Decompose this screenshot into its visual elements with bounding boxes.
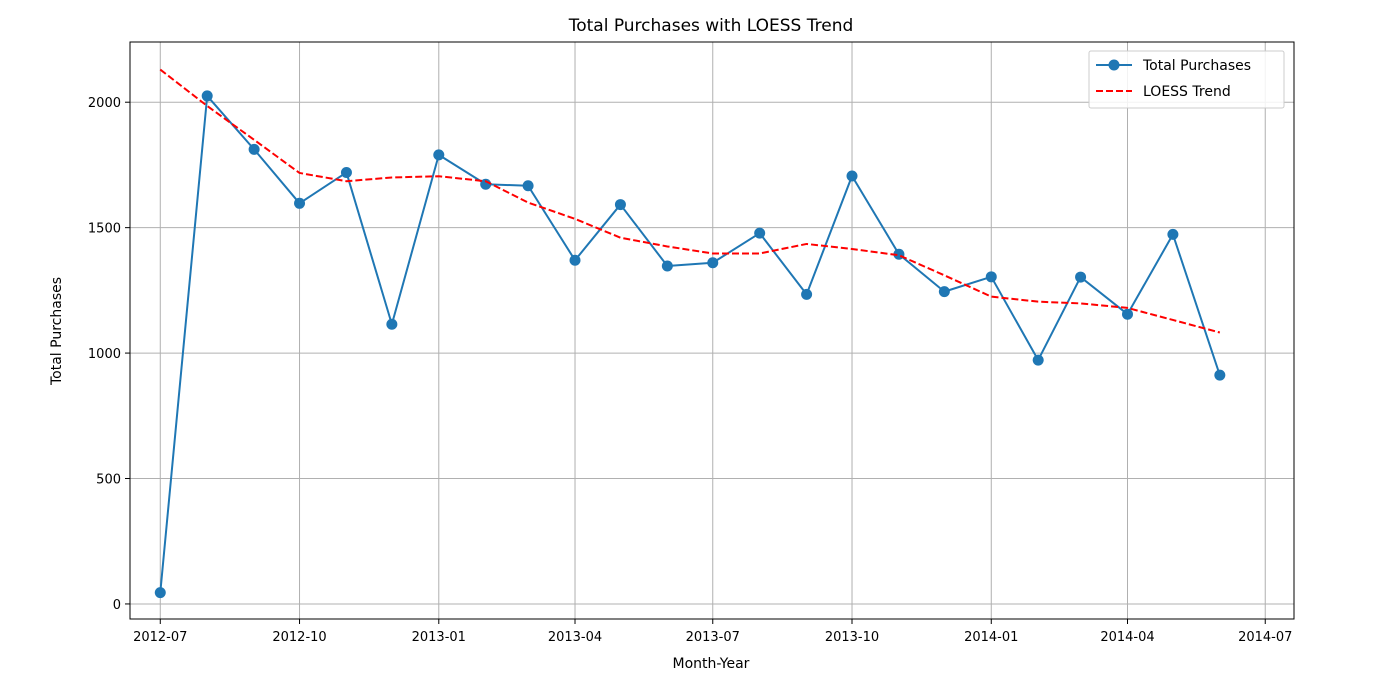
data-point-total-purchases — [1214, 369, 1226, 381]
data-point-total-purchases — [294, 197, 306, 209]
y-tick-label: 500 — [96, 473, 121, 488]
data-point-total-purchases — [201, 90, 213, 102]
data-point-total-purchases — [1167, 228, 1179, 240]
legend-label-loess-trend: LOESS Trend — [1143, 84, 1231, 100]
x-tick-label: 2013-07 — [686, 630, 740, 645]
data-point-total-purchases — [985, 271, 997, 283]
x-tick-label: 2013-01 — [412, 630, 466, 645]
x-tick-label: 2014-04 — [1100, 630, 1154, 645]
x-tick-label: 2012-10 — [272, 630, 326, 645]
x-axis-label: Month-Year — [673, 656, 750, 672]
data-point-total-purchases — [614, 199, 626, 211]
data-point-total-purchases — [754, 227, 766, 239]
data-point-total-purchases — [707, 257, 719, 269]
data-point-total-purchases — [661, 260, 673, 272]
x-tick-label: 2012-07 — [133, 630, 187, 645]
data-point-total-purchases — [433, 149, 445, 161]
data-point-total-purchases — [1075, 271, 1087, 283]
data-point-total-purchases — [569, 254, 581, 266]
y-tick-label: 0 — [113, 598, 121, 613]
data-point-total-purchases — [248, 143, 260, 155]
x-tick-label: 2014-01 — [964, 630, 1018, 645]
y-tick-label: 2000 — [88, 96, 121, 111]
axis-ticks: 2012-07 2012-10 2013-01 2013-04 2013-07 2013-… — [88, 96, 1292, 645]
data-point-total-purchases — [938, 286, 950, 298]
legend-label-total-purchases: Total Purchases — [1142, 58, 1251, 74]
legend-marker-total-purchases — [1108, 59, 1120, 71]
data-point-total-purchases — [386, 318, 398, 330]
legend-box — [1088, 50, 1285, 109]
data-point-total-purchases — [1121, 308, 1133, 320]
chart-title: Total Purchases with LOESS Trend — [568, 16, 854, 36]
data-point-total-purchases — [846, 170, 858, 182]
plot-frame — [129, 41, 1295, 620]
data-point-total-purchases — [522, 180, 534, 192]
x-tick-label: 2014-07 — [1238, 630, 1292, 645]
data-point-total-purchases — [1032, 354, 1044, 366]
series-layer — [154, 68, 1226, 599]
y-tick-label: 1000 — [88, 347, 121, 362]
data-point-total-purchases — [340, 166, 352, 178]
data-point-total-purchases — [801, 288, 813, 300]
data-point-total-purchases — [154, 587, 166, 599]
y-tick-label: 1500 — [88, 222, 121, 237]
y-axis-label: Total Purchases — [49, 277, 65, 386]
series-line-loess-trend — [159, 68, 1221, 334]
x-tick-label: 2013-10 — [825, 630, 879, 645]
data-point-total-purchases — [480, 178, 492, 190]
x-tick-label: 2013-04 — [548, 630, 602, 645]
series-line-total-purchases — [159, 94, 1221, 593]
grid-lines — [130, 42, 1294, 619]
legend: Total Purchases LOESS Trend — [1088, 50, 1285, 109]
